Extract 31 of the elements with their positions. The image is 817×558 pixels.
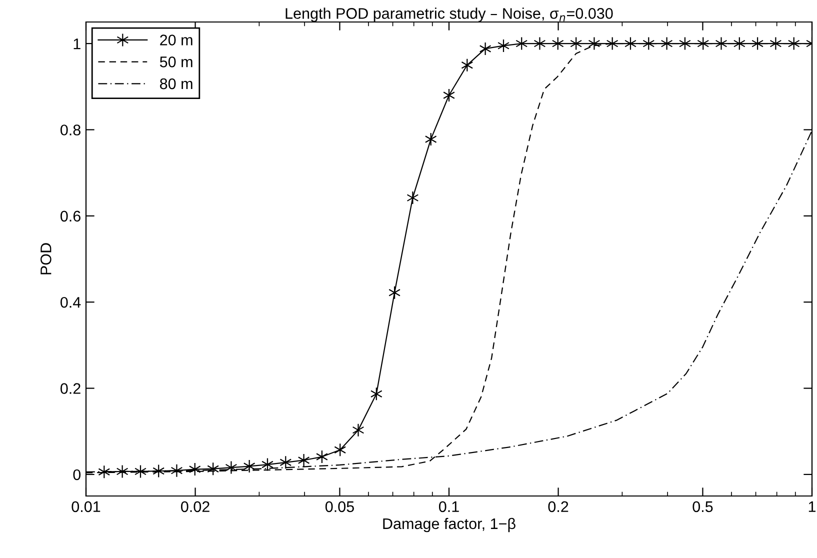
point (352, 423, 364, 437)
y-tick-label: 0 (73, 469, 81, 480)
x-tick-label: 0.2 (548, 501, 568, 512)
x-tick-label: 0.5 (692, 501, 713, 512)
y-tick-label: 0.6 (60, 210, 80, 222)
x-tick-label: 0.1 (438, 501, 459, 512)
point (534, 36, 546, 50)
point (715, 36, 728, 50)
point (516, 36, 528, 50)
legend-label: 50 m (160, 56, 192, 68)
point (660, 36, 673, 50)
x-tick-label: 0.05 (325, 501, 354, 512)
x-tick-label: 0.02 (181, 501, 210, 512)
legend-label: 20 m (160, 34, 192, 46)
legend-label: 80 m (160, 78, 192, 90)
y-tick-label: 1 (74, 38, 80, 50)
y-tick-label: 0.2 (60, 383, 80, 394)
x-tick-label: 1 (808, 501, 816, 512)
point (588, 36, 600, 50)
y-axis-title: POD (40, 243, 52, 274)
point (334, 443, 346, 457)
point (280, 456, 292, 470)
point (424, 132, 437, 146)
point (570, 36, 582, 50)
y-tick-label: 0.4 (60, 296, 81, 308)
point (406, 191, 419, 205)
x-axis-title: Damage factor, 1−β (383, 518, 516, 532)
y-tick-label: 0.8 (60, 124, 80, 136)
chart-title: Length POD parametric study – Noise, σ$_{n}$=0.030 (286, 8, 613, 22)
x-tick-label: 0.01 (72, 501, 100, 512)
point (298, 453, 310, 468)
